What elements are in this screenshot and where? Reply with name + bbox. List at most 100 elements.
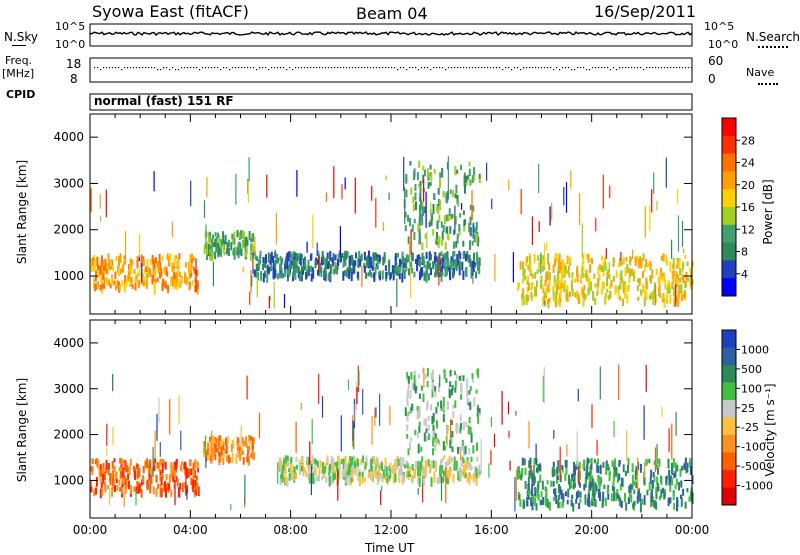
data-cell bbox=[595, 467, 598, 473]
data-cell bbox=[628, 485, 631, 493]
data-cell bbox=[454, 259, 457, 269]
data-cell bbox=[420, 385, 423, 391]
data-cell bbox=[118, 266, 120, 277]
data-streak bbox=[404, 187, 406, 224]
data-cell bbox=[593, 273, 596, 279]
data-cell bbox=[140, 489, 143, 498]
data-streak bbox=[318, 256, 320, 271]
data-streak bbox=[591, 404, 593, 428]
data-cell bbox=[464, 219, 466, 225]
data-cell bbox=[619, 272, 622, 281]
data-cell bbox=[227, 247, 230, 256]
data-cell bbox=[344, 463, 347, 472]
nsearch-lo-label: 10^0 bbox=[708, 38, 739, 51]
data-streak bbox=[515, 410, 517, 416]
data-cell bbox=[449, 189, 452, 194]
data-cell bbox=[380, 463, 383, 471]
data-cell bbox=[218, 435, 221, 441]
data-cell bbox=[615, 492, 618, 501]
data-cell bbox=[521, 294, 523, 299]
data-cell bbox=[557, 460, 560, 471]
data-cell bbox=[558, 484, 560, 493]
data-cell bbox=[561, 271, 564, 279]
freq-point bbox=[178, 69, 180, 71]
data-cell bbox=[374, 463, 377, 468]
data-cell bbox=[556, 279, 559, 289]
data-streak bbox=[106, 423, 108, 446]
data-cell bbox=[348, 264, 351, 273]
data-cell bbox=[469, 226, 472, 237]
data-streak bbox=[309, 441, 311, 465]
colorbar-segment bbox=[722, 417, 736, 436]
data-cell bbox=[584, 273, 587, 278]
freq-point bbox=[148, 67, 150, 69]
data-cell bbox=[407, 376, 410, 384]
data-cell bbox=[592, 478, 595, 488]
data-cell bbox=[420, 267, 423, 277]
data-cell bbox=[682, 488, 685, 496]
data-cell bbox=[452, 271, 454, 279]
data-cell bbox=[396, 463, 399, 469]
data-cell bbox=[478, 464, 481, 471]
data-cell bbox=[458, 224, 461, 232]
data-cell bbox=[411, 383, 414, 390]
data-cell bbox=[652, 295, 655, 305]
colorbar-segment bbox=[722, 135, 736, 155]
data-cell bbox=[658, 284, 661, 290]
data-cell bbox=[225, 248, 228, 255]
data-cell bbox=[119, 268, 122, 274]
data-cell bbox=[370, 458, 373, 469]
data-cell bbox=[123, 255, 126, 260]
data-cell bbox=[451, 431, 454, 438]
freq-point bbox=[529, 67, 531, 69]
data-cell bbox=[673, 286, 676, 297]
data-streak bbox=[141, 263, 143, 282]
data-cell bbox=[593, 458, 596, 464]
data-cell bbox=[409, 390, 412, 399]
data-cell bbox=[170, 462, 173, 472]
data-cell bbox=[663, 275, 666, 282]
data-streak bbox=[274, 249, 276, 259]
data-cell bbox=[286, 257, 289, 262]
data-cell bbox=[406, 434, 409, 439]
data-cell bbox=[337, 259, 339, 266]
data-cell bbox=[413, 271, 416, 278]
data-cell bbox=[669, 294, 672, 304]
data-cell bbox=[565, 466, 568, 475]
data-cell bbox=[446, 401, 449, 411]
data-cell bbox=[440, 272, 443, 282]
beam-label: Beam 04 bbox=[356, 4, 428, 23]
data-cell bbox=[556, 477, 558, 484]
data-cell bbox=[423, 272, 426, 281]
data-cell bbox=[160, 477, 163, 486]
data-cell bbox=[442, 470, 445, 477]
data-cell bbox=[539, 474, 542, 483]
data-cell bbox=[686, 488, 689, 493]
data-streak bbox=[250, 270, 252, 293]
data-cell bbox=[680, 294, 683, 302]
data-cell bbox=[419, 208, 421, 218]
data-cell bbox=[288, 468, 291, 473]
data-cell bbox=[428, 251, 431, 261]
data-cell bbox=[395, 270, 398, 276]
data-cell bbox=[231, 439, 234, 447]
data-cell bbox=[526, 280, 529, 286]
colorbar-segment bbox=[722, 189, 736, 208]
freq-point bbox=[400, 67, 402, 69]
data-cell bbox=[353, 467, 356, 475]
data-cell bbox=[168, 474, 171, 484]
data-cell bbox=[607, 493, 610, 500]
data-cell bbox=[348, 463, 351, 473]
data-cell bbox=[313, 469, 316, 476]
data-cell bbox=[302, 261, 305, 271]
data-streak bbox=[112, 374, 114, 392]
data-cell bbox=[478, 257, 481, 266]
data-cell bbox=[194, 285, 197, 293]
data-cell bbox=[205, 241, 208, 250]
data-streak bbox=[362, 388, 364, 415]
data-cell bbox=[159, 262, 162, 271]
data-cell bbox=[434, 391, 437, 398]
data-cell bbox=[93, 488, 96, 497]
data-cell bbox=[447, 266, 450, 272]
data-cell bbox=[633, 501, 636, 507]
